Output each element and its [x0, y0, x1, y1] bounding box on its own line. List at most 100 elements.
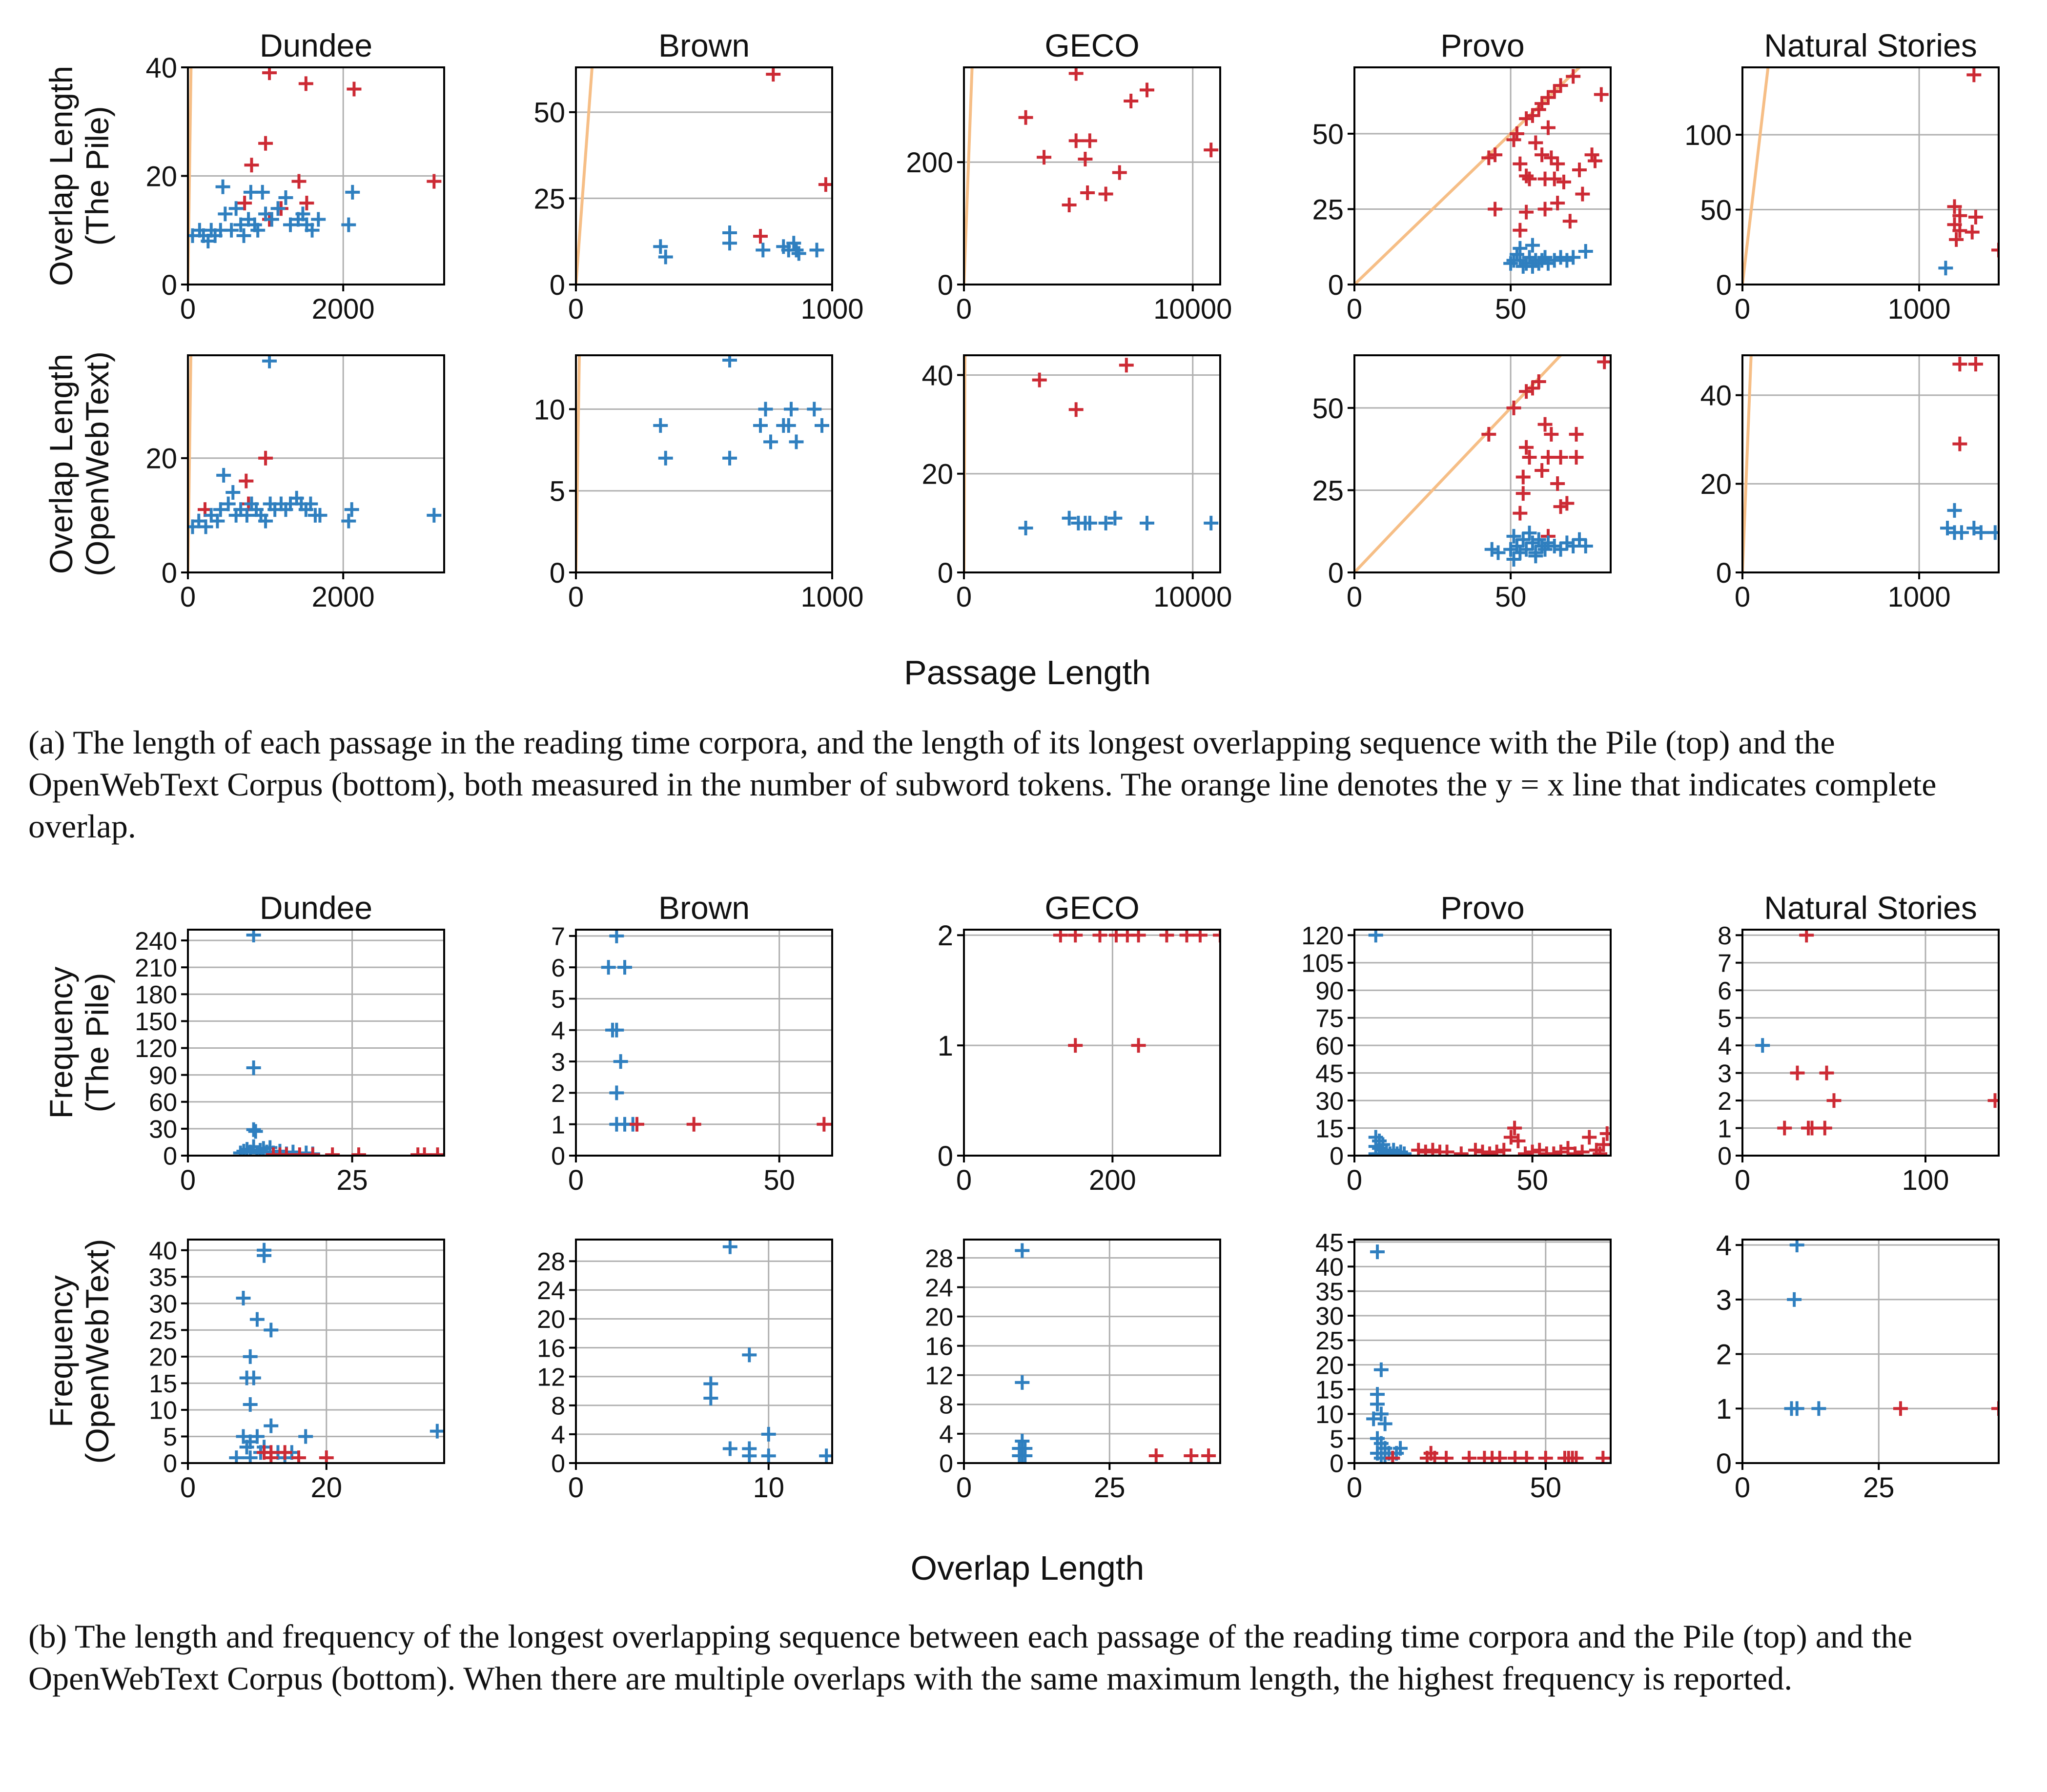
- data-point-blue: [1531, 532, 1546, 547]
- y-tick-label: 20: [1700, 468, 1732, 500]
- data-point-red: [1546, 1146, 1561, 1156]
- data-layer: [1354, 355, 1611, 572]
- data-point-blue: [295, 206, 310, 222]
- data-point-red: [1599, 1126, 1611, 1141]
- y-axis-label-line: (The Pile): [79, 106, 115, 245]
- y-tick-label: 25: [533, 183, 565, 215]
- y-tick-label: 15: [149, 1370, 177, 1398]
- data-point-red: [1068, 1038, 1083, 1053]
- x-tick-label: 0: [1347, 1164, 1362, 1196]
- plot-frame: [187, 1239, 445, 1464]
- data-point-blue: [756, 243, 771, 258]
- data-point-red: [766, 67, 781, 82]
- y-tick-label: 4: [1718, 1032, 1732, 1060]
- data-point-blue: [303, 496, 318, 511]
- data-point-red: [1078, 152, 1093, 167]
- y-tick-label: 25: [1312, 194, 1344, 225]
- subplot-b-pile-geco: 0 200 0 1 2 GECO: [938, 890, 1221, 1196]
- data-point-red: [1965, 224, 1980, 240]
- data-point-blue: [430, 1424, 444, 1439]
- subplot-a-pile-geco: 0 10000 0 200 GECO: [906, 27, 1232, 325]
- data-point-red: [244, 158, 259, 173]
- data-point-blue: [781, 418, 796, 433]
- x-tick-label: 0: [1347, 1472, 1362, 1504]
- x-tick-label: 1000: [800, 293, 863, 325]
- data-point-blue: [1368, 1146, 1383, 1156]
- data-point-red: [1804, 1120, 1820, 1136]
- data-point-red: [1062, 198, 1077, 213]
- y-tick-label: 120: [135, 1035, 177, 1063]
- y-tick-label: 30: [1315, 1303, 1344, 1331]
- passage-length-xlabel: Passage Length: [904, 653, 1151, 692]
- caption-b: (b) The length and frequency of the long…: [28, 1618, 1913, 1697]
- data-point-blue: [257, 1248, 272, 1263]
- x-tick-label: 25: [1863, 1472, 1895, 1504]
- data-point-blue: [213, 502, 228, 517]
- subplot-title: Natural Stories: [1764, 890, 1977, 926]
- data-point-red: [1515, 469, 1531, 485]
- data-layer: [188, 67, 442, 285]
- data-point-red: [1439, 1144, 1454, 1156]
- y-tick-label: 0: [551, 1450, 565, 1478]
- data-point-red: [1826, 1093, 1842, 1108]
- data-point-blue: [1366, 1411, 1381, 1426]
- subplot-title: GECO: [1044, 890, 1139, 926]
- data-point-blue: [658, 450, 673, 466]
- data-point-red: [1949, 232, 1964, 247]
- y-axis-label-line: Frequency: [43, 967, 79, 1119]
- data-point-red: [817, 1117, 832, 1132]
- x-tick-label: 25: [336, 1164, 368, 1196]
- data-point-blue: [249, 1312, 265, 1327]
- data-point-red: [1550, 196, 1565, 211]
- data-point-blue: [1525, 238, 1540, 253]
- data-point-red: [1537, 417, 1553, 432]
- data-point-red: [1587, 153, 1602, 168]
- y-tick-label: 210: [135, 954, 177, 982]
- y-tick-label: 60: [149, 1088, 177, 1117]
- y-axis-label-line: Overlap Length: [43, 66, 79, 286]
- data-point-blue: [239, 1440, 254, 1455]
- x-tick-label: 0: [956, 581, 972, 613]
- plot-frame: [1741, 66, 2000, 285]
- data-point-red: [1575, 1144, 1590, 1156]
- y-tick-label: 30: [149, 1116, 177, 1144]
- y-tick-label: 40: [145, 52, 177, 84]
- data-point-blue: [305, 223, 320, 238]
- y-tick-label: 10: [149, 1397, 177, 1425]
- data-point-red: [1968, 357, 1983, 372]
- y-tick-label: 60: [1315, 1032, 1344, 1060]
- y-tick-label: 20: [925, 1303, 953, 1331]
- y-axis-label-line: Frequency: [43, 1275, 79, 1427]
- y-tick-label: 3: [551, 1048, 565, 1077]
- data-point-red: [1547, 171, 1562, 186]
- x-tick-label: 0: [1735, 293, 1750, 325]
- y-tick-label: 150: [135, 1008, 177, 1036]
- x-tick-label: 1000: [1888, 581, 1951, 613]
- data-layer: [233, 930, 444, 1156]
- subplot-a-owt-geco: 0 10000 0 20 40: [921, 354, 1232, 613]
- y-tick-label: 0: [1328, 269, 1344, 301]
- data-point-blue: [703, 1376, 718, 1391]
- x-tick-label: 1000: [800, 581, 863, 613]
- data-point-red: [1947, 199, 1962, 214]
- subplot-a-owt-provo: 0 50 0 25 50: [1312, 354, 1612, 613]
- data-point-blue: [270, 201, 286, 216]
- y-tick-label: 20: [145, 443, 177, 475]
- x-tick-label: 200: [1089, 1164, 1136, 1196]
- data-point-red: [753, 229, 768, 244]
- data-layer: [229, 1242, 444, 1463]
- data-point-blue: [758, 402, 773, 417]
- overlap-length-xlabel: Overlap Length: [911, 1549, 1145, 1587]
- y-tick-label: 40: [1315, 1253, 1344, 1282]
- data-point-red: [1569, 427, 1584, 442]
- y-tick-label: 4: [551, 1421, 565, 1449]
- y-axis-label: Overlap Length(The Pile): [43, 66, 115, 286]
- data-point-red: [1213, 930, 1220, 943]
- data-point-red: [1566, 69, 1581, 84]
- x-tick-label: 10000: [1153, 581, 1232, 613]
- plot-frame: [187, 354, 445, 573]
- data-point-blue: [215, 179, 230, 194]
- data-point-blue: [1140, 515, 1154, 530]
